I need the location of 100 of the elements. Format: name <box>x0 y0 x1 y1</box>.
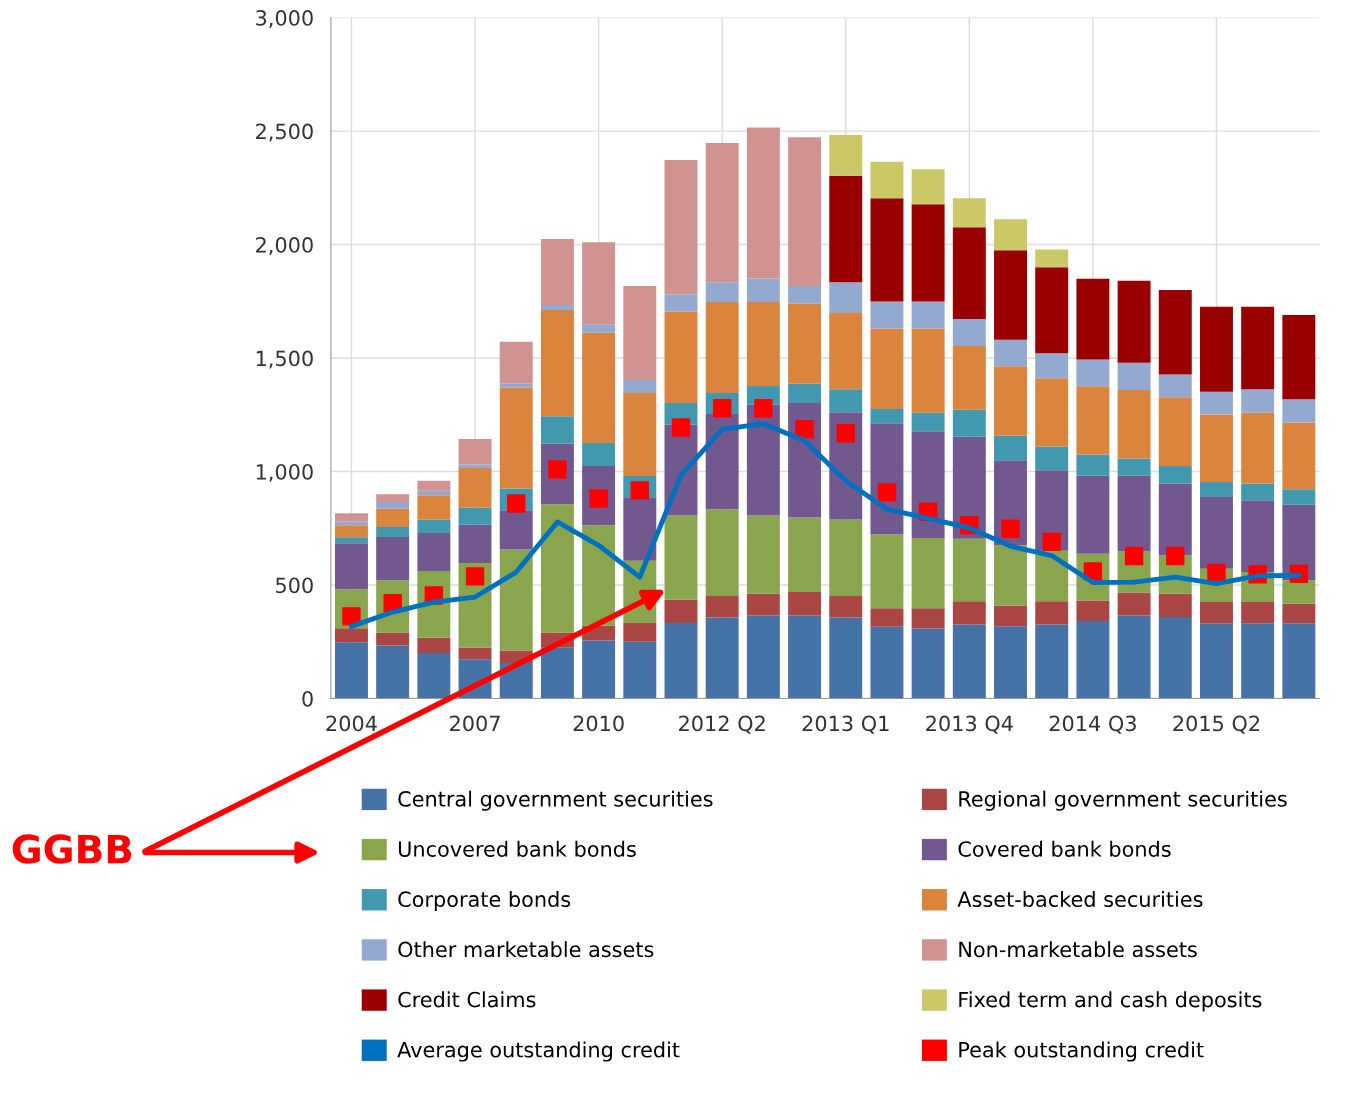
bar <box>664 311 698 403</box>
bar <box>952 601 986 625</box>
bar <box>870 161 904 199</box>
point <box>465 567 485 586</box>
legend-label: Credit Claims <box>398 991 536 1008</box>
bar <box>582 332 616 443</box>
bar <box>911 608 945 629</box>
bar <box>746 278 780 302</box>
bar <box>788 383 822 403</box>
bar <box>788 517 822 593</box>
bar <box>1035 249 1069 268</box>
point <box>754 399 773 418</box>
bar <box>1158 374 1192 398</box>
bar <box>582 442 616 467</box>
bar <box>1117 458 1151 476</box>
bar <box>623 641 657 699</box>
legend-label: Average outstanding credit <box>397 1041 680 1062</box>
bar <box>1241 412 1275 484</box>
bar <box>870 409 904 424</box>
bar <box>623 622 657 642</box>
point <box>1042 532 1061 552</box>
bar <box>334 642 368 699</box>
bar <box>705 282 739 302</box>
bar <box>664 622 698 699</box>
bar <box>829 134 863 176</box>
legend-label: Asset-backed securities <box>957 890 1203 908</box>
bar <box>1035 353 1069 379</box>
bar <box>705 414 739 510</box>
bar <box>582 525 616 626</box>
bar <box>1117 615 1151 699</box>
bar <box>1282 623 1316 699</box>
bar <box>870 626 904 699</box>
bar <box>417 533 451 571</box>
bar <box>870 328 904 410</box>
bar <box>746 404 780 516</box>
bar <box>540 238 574 305</box>
bar <box>829 519 863 596</box>
bar <box>994 219 1027 251</box>
bar <box>458 467 492 508</box>
bar <box>911 301 945 329</box>
bar <box>1241 306 1275 390</box>
bar <box>746 593 780 616</box>
bar <box>994 605 1027 627</box>
bar <box>705 509 739 596</box>
bar <box>788 592 822 616</box>
bar <box>623 497 657 561</box>
bar <box>1076 454 1110 476</box>
point <box>671 418 691 437</box>
bar <box>1282 399 1316 423</box>
bar <box>829 175 863 283</box>
bar <box>829 389 863 413</box>
bar <box>458 464 492 468</box>
bar <box>1158 593 1192 618</box>
legend-label: Corporate bonds <box>398 890 571 912</box>
bar <box>952 346 986 410</box>
bar <box>1035 378 1069 447</box>
bar <box>1076 359 1110 387</box>
x-tick-label: 2013 Q1 <box>802 715 889 734</box>
bar <box>1282 314 1316 400</box>
bar <box>499 341 533 384</box>
bar <box>664 294 698 312</box>
bar <box>582 242 616 325</box>
bar <box>746 615 780 699</box>
bar <box>870 534 904 609</box>
point <box>1124 546 1144 566</box>
bar <box>458 439 492 465</box>
bar <box>1158 397 1192 467</box>
bar <box>952 538 986 602</box>
bar <box>705 617 739 699</box>
bar <box>788 303 822 384</box>
bar <box>417 637 451 654</box>
y-tick-label: 1,500 <box>256 350 313 369</box>
bar <box>911 538 945 609</box>
bar <box>1282 422 1316 490</box>
bar <box>417 495 451 520</box>
bar <box>952 624 986 699</box>
bar <box>540 504 574 633</box>
legend-label: Peak outstanding credit <box>959 1041 1204 1062</box>
bar <box>788 137 822 287</box>
bar <box>705 142 739 283</box>
legend-label: Uncovered bank bonds <box>398 840 636 857</box>
bar <box>499 387 533 489</box>
bar <box>1158 617 1192 699</box>
bar <box>870 198 904 302</box>
bar <box>1117 475 1151 552</box>
point <box>877 483 897 502</box>
text: GGBB <box>12 834 132 864</box>
bar <box>376 645 410 699</box>
bar <box>1199 414 1233 482</box>
bar <box>994 435 1027 461</box>
bar <box>1241 500 1275 573</box>
bar <box>540 304 574 310</box>
bar <box>746 301 780 386</box>
y-tick-label: 0 <box>302 690 313 707</box>
bar <box>788 286 822 304</box>
y-tick-label: 2,000 <box>256 237 313 255</box>
bar <box>1117 592 1151 616</box>
point <box>1001 519 1020 538</box>
bar <box>499 549 533 651</box>
y-tick-label: 500 <box>276 577 313 594</box>
